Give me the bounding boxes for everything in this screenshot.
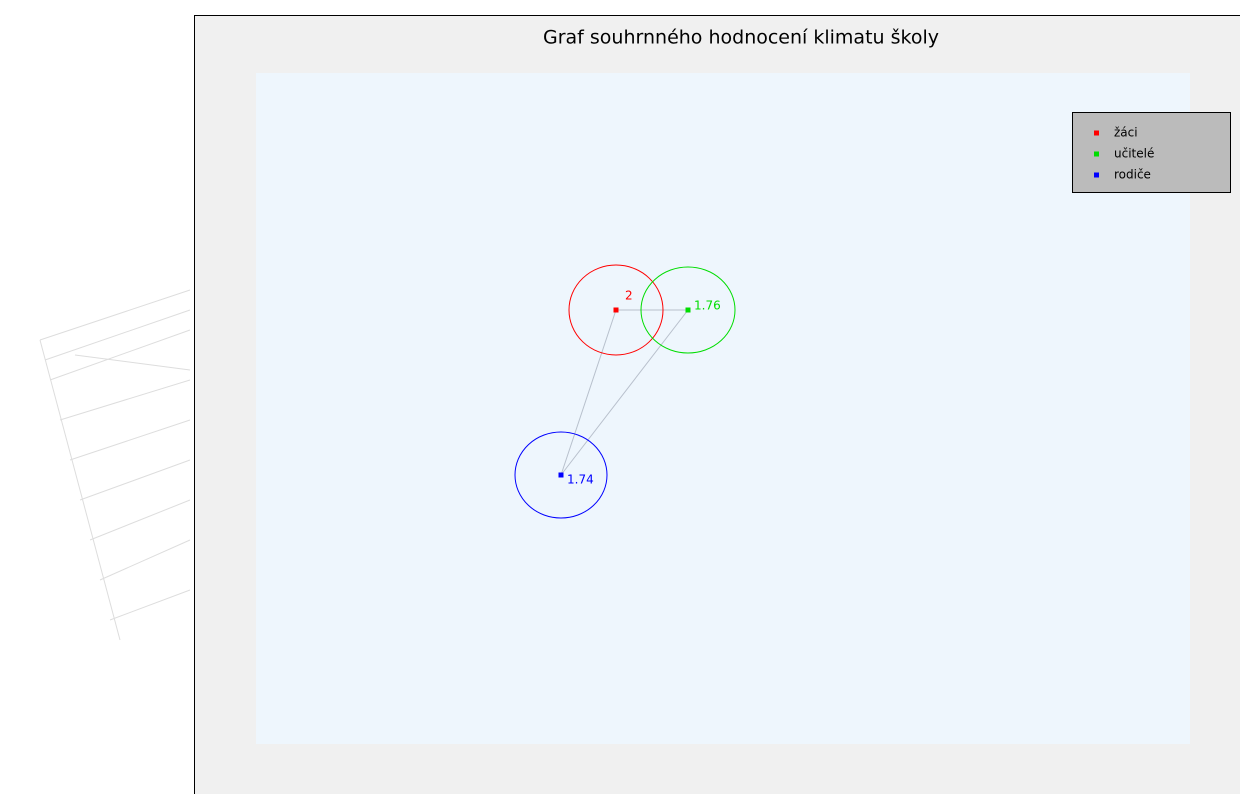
point (686, 308, 691, 313)
page: Graf souhrnného hodnocení klimatu školy … (0, 0, 1240, 794)
value-label: 1.76 (694, 299, 721, 313)
legend-swatch (1094, 131, 1099, 136)
chart: Graf souhrnného hodnocení klimatu školy … (0, 0, 1240, 794)
legend-label: žáci (1114, 126, 1138, 140)
legend-label: rodiče (1114, 168, 1151, 182)
legend-swatch (1094, 152, 1099, 157)
book-sketch (40, 290, 190, 640)
value-label: 2 (625, 289, 633, 303)
legend-swatch (1094, 173, 1099, 178)
chart-title: Graf souhrnného hodnocení klimatu školy (543, 27, 939, 49)
plot-area (256, 73, 1190, 744)
point (559, 473, 564, 478)
point (614, 308, 619, 313)
legend-label: učitelé (1114, 147, 1154, 161)
value-label: 1.74 (567, 473, 594, 487)
